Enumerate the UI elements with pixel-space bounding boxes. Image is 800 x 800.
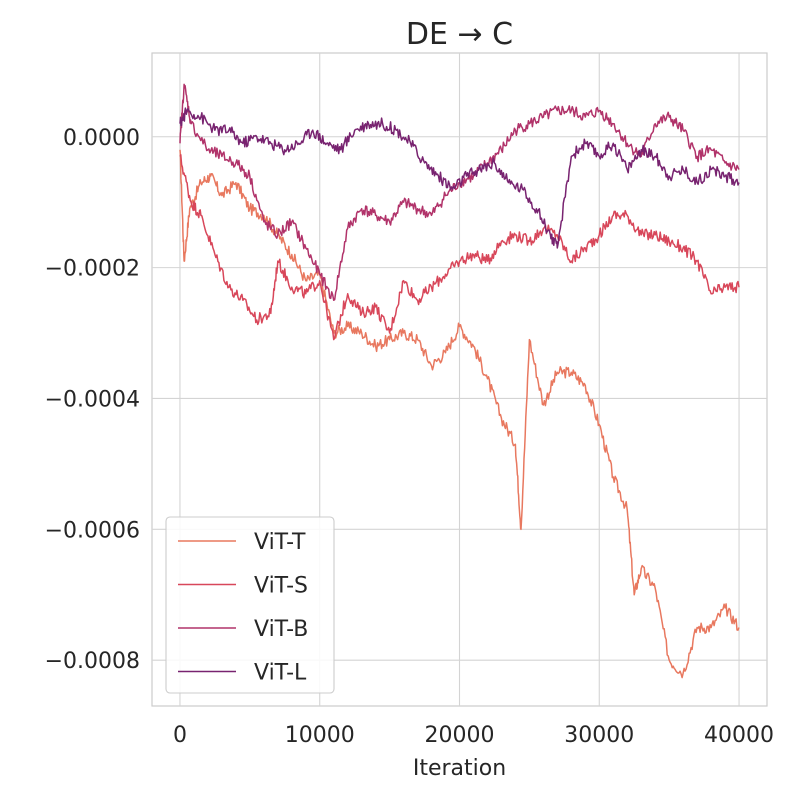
- y-tick-label: 0.0000: [63, 126, 140, 151]
- legend: ViT-T ViT-S ViT-B ViT-L: [165, 516, 335, 694]
- series-line-vit-s: [179, 154, 740, 341]
- x-tick-label: 30000: [564, 723, 634, 748]
- y-tick-label: −0.0006: [45, 518, 140, 543]
- legend-label: ViT-T: [254, 530, 306, 555]
- x-tick-label: 0: [173, 723, 187, 748]
- chart-title: DE → C: [406, 17, 513, 52]
- legend-box: [165, 516, 335, 694]
- y-tick-label: −0.0004: [45, 387, 140, 412]
- y-tick-label: −0.0002: [45, 257, 140, 282]
- y-axis-ticks: 0.0000 −0.0002 −0.0004 −0.0006 −0.0008: [45, 126, 140, 674]
- x-tick-label: 20000: [425, 723, 495, 748]
- x-axis-label: Iteration: [413, 756, 506, 781]
- legend-label: ViT-B: [254, 617, 308, 642]
- x-tick-label: 10000: [285, 723, 355, 748]
- legend-label: ViT-S: [254, 574, 308, 599]
- series-layer: [179, 83, 740, 679]
- x-axis-ticks: 0 10000 20000 30000 40000: [173, 723, 774, 748]
- series-line-vit-l: [179, 107, 740, 249]
- x-tick-label: 40000: [704, 723, 774, 748]
- series-line-vit-t: [179, 149, 740, 679]
- legend-label: ViT-L: [254, 661, 307, 686]
- y-tick-label: −0.0008: [45, 649, 140, 674]
